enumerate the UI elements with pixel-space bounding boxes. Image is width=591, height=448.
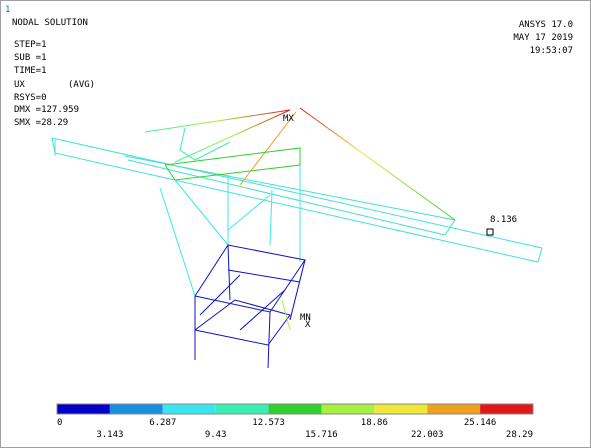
info-step: STEP=1 bbox=[14, 40, 47, 50]
time: 19:53:07 bbox=[530, 46, 573, 56]
info-sub: SUB =1 bbox=[14, 53, 47, 63]
legend-swatch bbox=[321, 404, 375, 414]
info-smx: SMX =28.29 bbox=[14, 118, 68, 128]
legend-label: 18.86 bbox=[361, 418, 388, 428]
window-number: 1 bbox=[5, 5, 10, 15]
min-marker: MN bbox=[300, 313, 311, 323]
legend-swatch bbox=[268, 404, 322, 414]
legend-swatch bbox=[427, 404, 481, 414]
product: ANSYS 17.0 bbox=[519, 20, 573, 30]
legend-swatch bbox=[215, 404, 269, 414]
model-geometry bbox=[51, 107, 543, 369]
legend-label: 22.003 bbox=[411, 430, 444, 440]
legend-swatch bbox=[374, 404, 428, 414]
max-marker: MX bbox=[283, 114, 294, 124]
legend-swatch bbox=[480, 404, 533, 414]
legend-label: 3.143 bbox=[96, 430, 123, 440]
info-averaging: (AVG) bbox=[68, 80, 95, 90]
legend-label: 12.573 bbox=[252, 418, 285, 428]
legend-border bbox=[56, 403, 534, 415]
legend-label: 0 bbox=[57, 418, 62, 428]
legend-label: 25.146 bbox=[464, 418, 497, 428]
date: MAY 17 2019 bbox=[513, 33, 573, 43]
info-quantity: UX bbox=[14, 80, 25, 90]
legend-label: 6.287 bbox=[149, 418, 176, 428]
legend-swatch bbox=[109, 404, 163, 414]
info-dmx: DMX =127.959 bbox=[14, 105, 79, 115]
legend-swatch bbox=[57, 404, 110, 414]
plot-title: NODAL SOLUTION bbox=[12, 18, 88, 28]
axis-label: X bbox=[305, 320, 311, 330]
color-legend: 0 3.143 6.287 9.43 12.573 15.716 18.86 22.003 25… bbox=[56, 403, 534, 440]
probe-value: 8.136 bbox=[490, 215, 517, 225]
legend-label: 28.29 bbox=[506, 430, 533, 440]
legend-label: 9.43 bbox=[205, 430, 227, 440]
info-time: TIME=1 bbox=[14, 66, 47, 76]
info-rsys: RSYS=0 bbox=[14, 93, 47, 103]
legend-swatch bbox=[162, 404, 216, 414]
legend-label: 15.716 bbox=[305, 430, 338, 440]
